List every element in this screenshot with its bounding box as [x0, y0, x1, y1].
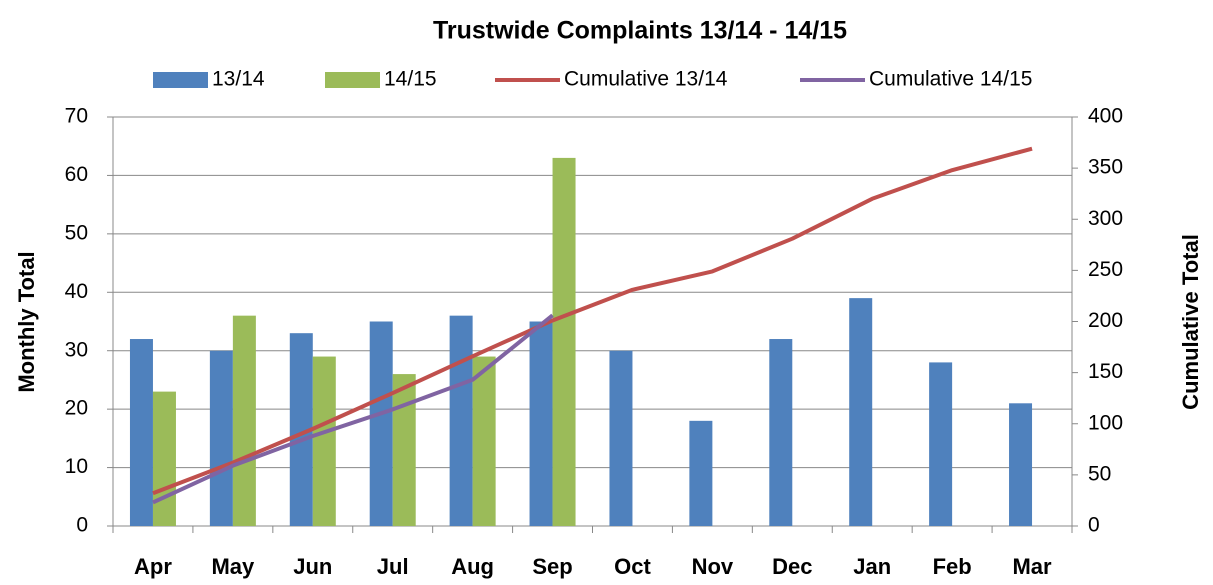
x-tick-label: Oct [614, 554, 651, 579]
bar [849, 298, 873, 526]
bar [449, 315, 473, 526]
x-tick-label: Nov [692, 554, 734, 579]
y2-tick-label: 50 [1088, 462, 1111, 485]
y2-tick-label: 150 [1088, 360, 1123, 383]
x-tick-label: May [211, 554, 255, 579]
x-tick-label: Jul [377, 554, 409, 579]
y2-tick-label: 100 [1088, 411, 1123, 434]
y2-tick-label: 300 [1088, 207, 1123, 230]
y2-tick-label: 0 [1088, 514, 1100, 537]
legend-label: 14/15 [384, 68, 437, 91]
y2-tick-label: 350 [1088, 156, 1123, 179]
y-tick-label: 50 [65, 221, 88, 244]
legend-swatch [153, 72, 208, 88]
y-tick-label: 40 [65, 280, 88, 303]
bar [392, 374, 416, 526]
y2-tick-label: 200 [1088, 309, 1123, 332]
bar [289, 333, 313, 526]
y2-tick-label: 400 [1088, 105, 1123, 128]
bar [472, 356, 496, 526]
legend-swatch [325, 72, 380, 88]
legend-label: Cumulative 13/14 [564, 68, 728, 91]
bar [1009, 403, 1033, 526]
bar [929, 362, 953, 526]
y-tick-label: 70 [65, 105, 88, 128]
y-tick-label: 60 [65, 163, 88, 186]
y-tick-label: 0 [76, 514, 88, 537]
bar [689, 420, 713, 526]
bar [129, 339, 153, 526]
bar [529, 321, 553, 526]
bar [609, 350, 633, 526]
bar [152, 391, 176, 526]
y-tick-label: 20 [65, 397, 88, 420]
y-tick-label: 10 [65, 455, 88, 478]
chart-title: Trustwide Complaints 13/14 - 14/15 [433, 17, 847, 45]
y2-tick-label: 250 [1088, 258, 1123, 281]
x-tick-label: Mar [1012, 554, 1052, 579]
line [152, 313, 554, 505]
legend-label: 13/14 [212, 68, 265, 91]
bar [232, 315, 256, 526]
x-tick-label: Jun [293, 554, 332, 579]
x-tick-label: Apr [134, 554, 172, 579]
x-tick-label: Jan [853, 554, 891, 579]
legend-label: Cumulative 14/15 [869, 68, 1032, 91]
y-tick-label: 30 [65, 338, 88, 361]
x-tick-label: Aug [451, 554, 494, 579]
x-tick-label: Sep [532, 554, 572, 579]
bar [369, 321, 393, 526]
bar [769, 339, 793, 526]
bar [312, 356, 336, 526]
x-tick-label: Feb [933, 554, 972, 579]
bar [552, 157, 576, 526]
line [152, 146, 1033, 496]
x-tick-label: Dec [772, 554, 812, 579]
bar [209, 350, 233, 526]
y-axis-label: Monthly Total [14, 251, 39, 392]
y2-axis-label: Cumulative Total [1178, 234, 1203, 410]
